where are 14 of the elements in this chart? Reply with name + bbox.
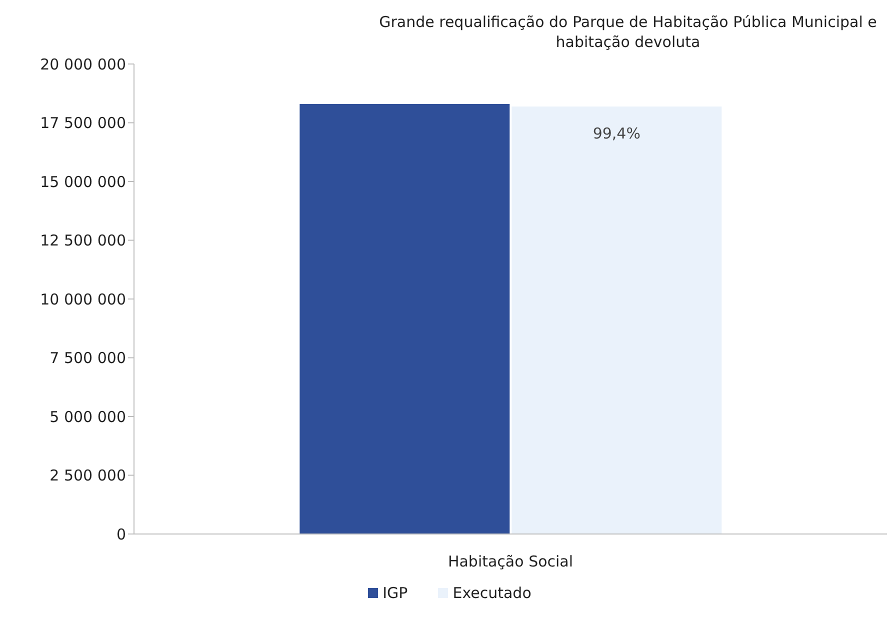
y-tick-label: 0 xyxy=(116,525,126,544)
annotation: 99,4% xyxy=(592,124,640,143)
y-tick-label: 20 000 000 xyxy=(40,55,126,74)
x-tick-label: Habitação Social xyxy=(448,552,574,571)
y-tick-label: 15 000 000 xyxy=(40,172,126,191)
y-tick-label: 17 500 000 xyxy=(40,114,126,132)
y-tick-label: 5 000 000 xyxy=(50,408,126,426)
legend-label: Executado xyxy=(452,584,532,602)
y-tick-label: 12 500 000 xyxy=(40,232,126,250)
y-tick-label: 7 500 000 xyxy=(50,349,126,368)
y-tick-label: 2 500 000 xyxy=(50,466,126,485)
y-tick-label: 10 000 000 xyxy=(40,290,126,308)
legend-label: IGP xyxy=(382,584,408,602)
chart-title: Grande requalificação do Parque de Habitação Pública Municipal e habitação devoluta xyxy=(378,12,878,52)
